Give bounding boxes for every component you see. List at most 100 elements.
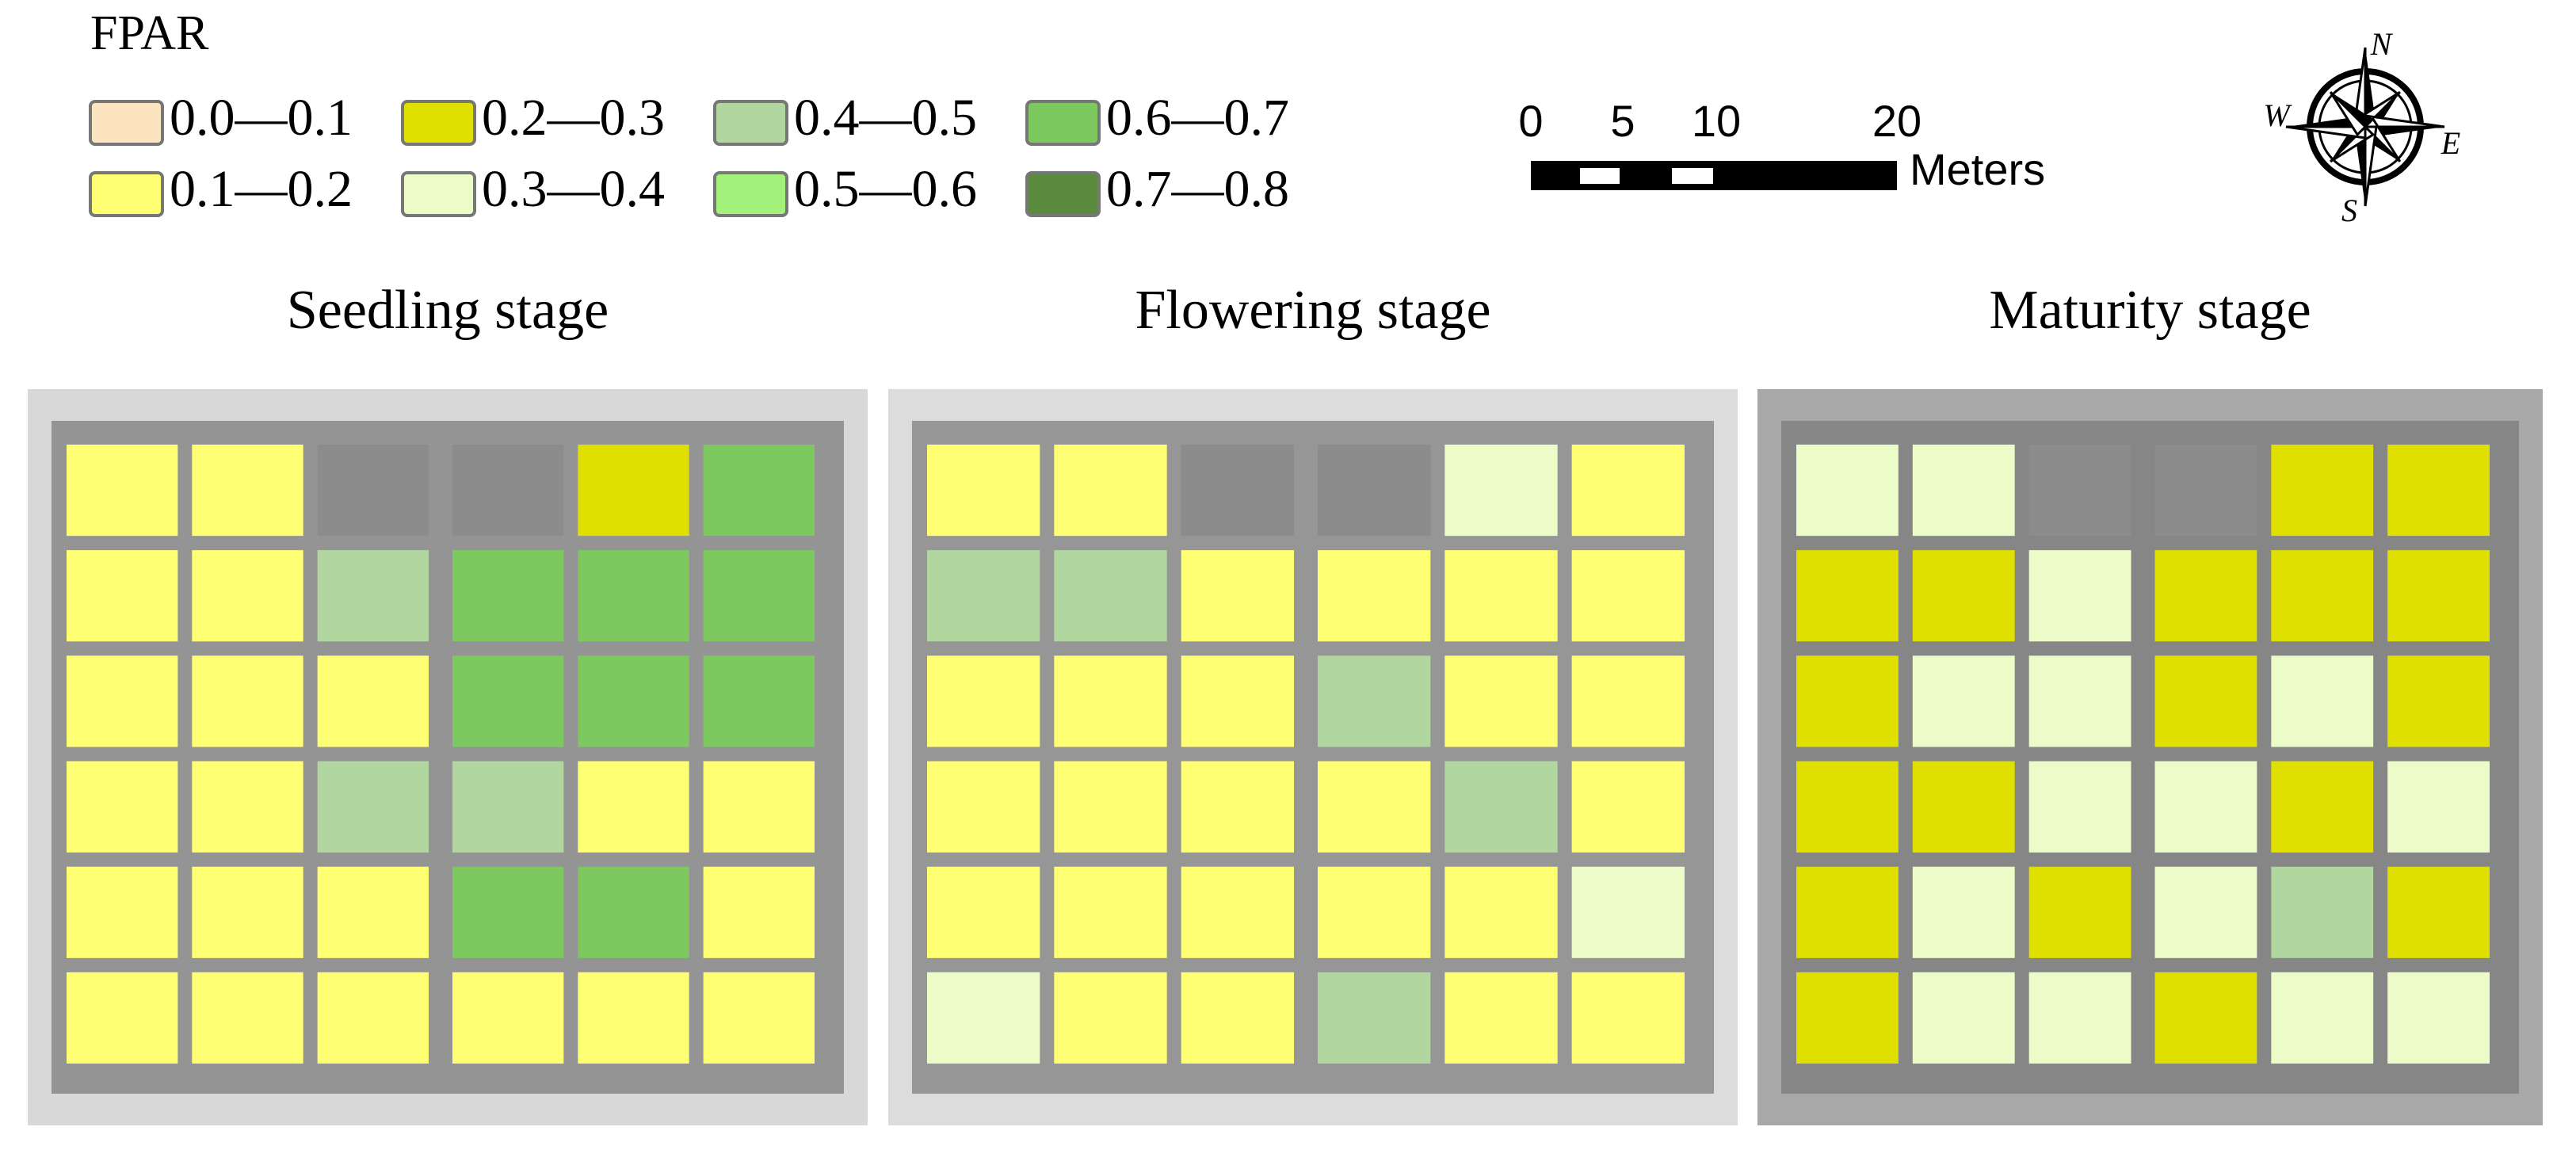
plot bbox=[2387, 761, 2490, 853]
plot bbox=[1054, 761, 1167, 853]
plot bbox=[2154, 866, 2257, 958]
plot bbox=[317, 866, 429, 958]
plot bbox=[1444, 655, 1558, 747]
legend-swatch bbox=[401, 100, 476, 146]
plot bbox=[192, 445, 303, 537]
plot bbox=[452, 866, 564, 958]
plot bbox=[578, 655, 689, 747]
plot bbox=[927, 550, 1040, 642]
plot bbox=[578, 866, 689, 958]
plot bbox=[2271, 972, 2374, 1064]
plot bbox=[2154, 550, 2257, 642]
plot bbox=[2387, 655, 2490, 747]
plot bbox=[317, 761, 429, 853]
plot bbox=[192, 761, 303, 853]
plot bbox=[452, 761, 564, 853]
plot bbox=[452, 550, 564, 642]
plot bbox=[578, 550, 689, 642]
plot bbox=[67, 866, 178, 958]
scale-label: 20 bbox=[1872, 96, 1922, 146]
legend-label: 0.2—0.3 bbox=[482, 89, 665, 147]
compass-label: N bbox=[2370, 26, 2394, 62]
plot bbox=[578, 761, 689, 853]
plot bbox=[1181, 866, 1294, 958]
plot bbox=[1796, 866, 1899, 958]
plot bbox=[1571, 866, 1685, 958]
plot bbox=[317, 655, 429, 747]
compass-point bbox=[2330, 92, 2373, 127]
plot bbox=[2154, 445, 2257, 537]
plot bbox=[1181, 655, 1294, 747]
plot bbox=[67, 445, 178, 537]
plot bbox=[1444, 550, 1558, 642]
plot bbox=[452, 445, 564, 537]
plot bbox=[192, 550, 303, 642]
plot bbox=[927, 972, 1040, 1064]
legend-label: 0.5—0.6 bbox=[794, 160, 977, 218]
panel-title: Flowering stage bbox=[1135, 280, 1490, 341]
plot bbox=[192, 866, 303, 958]
plot bbox=[1444, 761, 1558, 853]
plot bbox=[1912, 761, 2015, 853]
plot bbox=[452, 655, 564, 747]
plot bbox=[2028, 866, 2131, 958]
legend-swatch bbox=[89, 171, 164, 217]
plot bbox=[2271, 866, 2374, 958]
plot bbox=[1318, 655, 1431, 747]
scale-label: 0 bbox=[1518, 96, 1543, 146]
plot bbox=[1796, 972, 1899, 1064]
plot bbox=[2154, 972, 2257, 1064]
plot bbox=[2271, 550, 2374, 642]
legend-swatch bbox=[713, 171, 788, 217]
plot bbox=[1571, 972, 1685, 1064]
legend-swatch bbox=[89, 100, 164, 146]
plot bbox=[1181, 761, 1294, 853]
plot bbox=[2028, 550, 2131, 642]
plot bbox=[67, 972, 178, 1064]
plot bbox=[1912, 550, 2015, 642]
legend-label: 0.6—0.7 bbox=[1106, 89, 1289, 147]
plot bbox=[1181, 550, 1294, 642]
plot bbox=[192, 972, 303, 1064]
plot bbox=[927, 445, 1040, 537]
compass-point bbox=[2354, 127, 2365, 206]
plot bbox=[1444, 972, 1558, 1064]
plot bbox=[2028, 655, 2131, 747]
compass-point bbox=[2364, 125, 2378, 207]
plot bbox=[1912, 866, 2015, 958]
scale-label: 5 bbox=[1610, 96, 1635, 146]
plot bbox=[1054, 972, 1167, 1064]
plot bbox=[703, 866, 815, 958]
plot bbox=[1181, 445, 1294, 537]
plot bbox=[2387, 972, 2490, 1064]
compass-label: W bbox=[2263, 97, 2292, 133]
plot bbox=[1912, 972, 2015, 1064]
legend-title: FPAR bbox=[90, 6, 209, 60]
plot bbox=[2154, 761, 2257, 853]
plot bbox=[703, 445, 815, 537]
plot bbox=[2154, 655, 2257, 747]
plot bbox=[2271, 655, 2374, 747]
legend-swatch bbox=[713, 100, 788, 146]
plot bbox=[1318, 972, 1431, 1064]
legend-swatch bbox=[1025, 100, 1101, 146]
plot bbox=[1054, 655, 1167, 747]
plot bbox=[317, 972, 429, 1064]
plot bbox=[1796, 761, 1899, 853]
plot bbox=[1444, 866, 1558, 958]
plot bbox=[1444, 445, 1558, 537]
plot bbox=[1318, 550, 1431, 642]
plot bbox=[67, 761, 178, 853]
plot bbox=[2271, 761, 2374, 853]
plot bbox=[192, 655, 303, 747]
compass-label: S bbox=[2341, 193, 2357, 228]
plot bbox=[703, 655, 815, 747]
plot bbox=[927, 866, 1040, 958]
legend-label: 0.7—0.8 bbox=[1106, 160, 1289, 218]
compass-point bbox=[2286, 116, 2365, 127]
legend-label: 0.3—0.4 bbox=[482, 160, 665, 218]
plot bbox=[1181, 972, 1294, 1064]
plot bbox=[2387, 866, 2490, 958]
compass-point bbox=[2365, 127, 2444, 138]
